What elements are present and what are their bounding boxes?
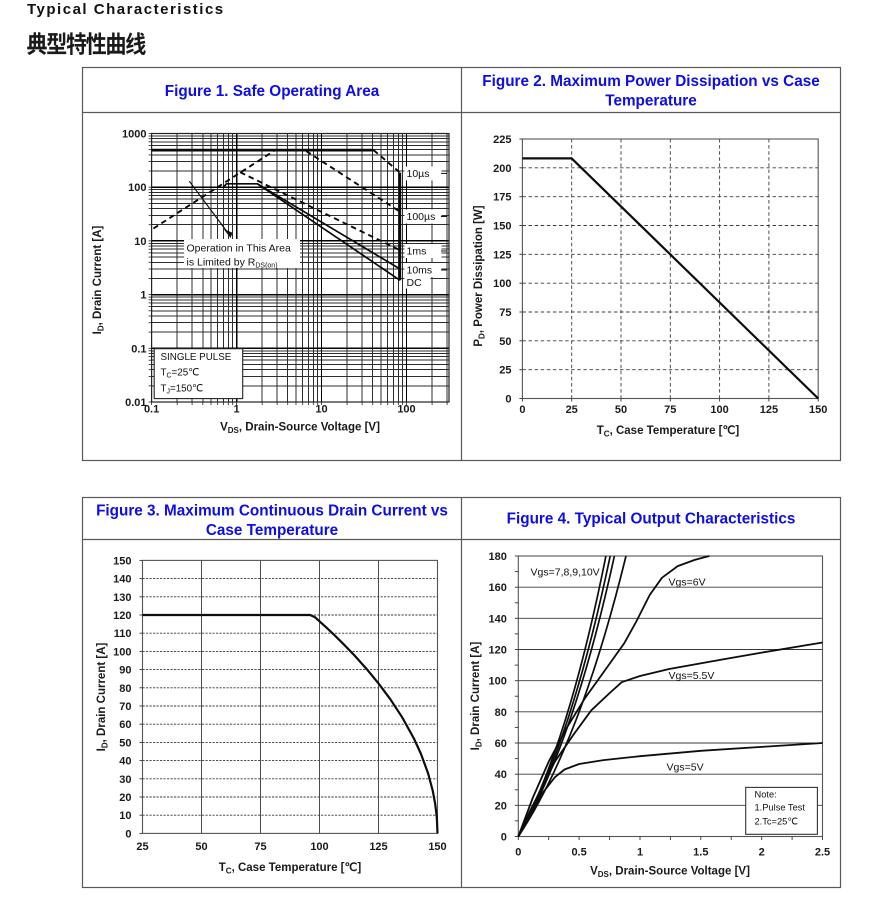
svg-text:Vgs=5V: Vgs=5V <box>667 762 704 774</box>
svg-text:150: 150 <box>113 555 131 567</box>
svg-text:60: 60 <box>495 738 507 750</box>
svg-text:2: 2 <box>759 847 765 859</box>
svg-text:0.5: 0.5 <box>571 847 586 859</box>
svg-text:120: 120 <box>489 645 507 657</box>
svg-text:60: 60 <box>119 719 131 731</box>
svg-text:225: 225 <box>493 134 511 146</box>
svg-text:Temperature: Temperature <box>605 92 697 109</box>
svg-text:50: 50 <box>119 737 131 749</box>
svg-text:10: 10 <box>134 236 146 248</box>
svg-text:100: 100 <box>397 404 415 416</box>
svg-text:2.Tc=25℃: 2.Tc=25℃ <box>755 817 798 827</box>
svg-text:0.1: 0.1 <box>131 343 146 355</box>
svg-text:40: 40 <box>495 769 507 781</box>
svg-text:100: 100 <box>493 278 511 290</box>
svg-text:Figure 2. Maximum Power Dissip: Figure 2. Maximum Power Dissipation vs C… <box>482 73 820 90</box>
svg-text:1000: 1000 <box>122 129 146 141</box>
svg-text:0: 0 <box>515 847 521 859</box>
svg-text:180: 180 <box>489 551 507 563</box>
svg-text:1: 1 <box>234 404 240 416</box>
svg-text:150: 150 <box>428 841 446 853</box>
svg-text:75: 75 <box>499 307 511 319</box>
svg-text:160: 160 <box>489 582 507 594</box>
svg-text:110: 110 <box>114 628 132 640</box>
svg-text:SINGLE PULSE: SINGLE PULSE <box>161 352 232 363</box>
svg-text:90: 90 <box>119 665 131 677</box>
svg-text:140: 140 <box>489 613 507 625</box>
svg-text:30: 30 <box>119 774 131 786</box>
svg-text:100: 100 <box>310 841 328 853</box>
svg-text:TJ=150℃: TJ=150℃ <box>161 384 204 396</box>
svg-text:VDS, Drain-Source Voltage [V]: VDS, Drain-Source Voltage [V] <box>220 422 380 436</box>
svg-text:140: 140 <box>113 574 131 586</box>
svg-text:125: 125 <box>493 249 511 261</box>
svg-text:Typical Characteristics: Typical Characteristics <box>27 1 225 18</box>
svg-text:TC, Case Temperature [℃]: TC, Case Temperature [℃] <box>219 861 362 876</box>
svg-text:10: 10 <box>315 404 327 416</box>
svg-text:Figure 1. Safe Operating Area: Figure 1. Safe Operating Area <box>165 83 380 100</box>
svg-text:50: 50 <box>615 404 627 416</box>
svg-text:100: 100 <box>710 404 728 416</box>
svg-text:130: 130 <box>113 592 131 604</box>
svg-text:125: 125 <box>369 841 387 853</box>
svg-text:0: 0 <box>519 404 525 416</box>
svg-text:10ms: 10ms <box>407 265 433 277</box>
svg-text:ID, Drain Current [A]: ID, Drain Current [A] <box>96 643 110 752</box>
svg-text:25: 25 <box>136 841 148 853</box>
svg-text:0: 0 <box>125 828 131 840</box>
svg-text:80: 80 <box>119 683 131 695</box>
svg-text:is Limited by RDS(on): is Limited by RDS(on) <box>187 257 278 270</box>
svg-text:1.5: 1.5 <box>693 847 708 859</box>
svg-text:10µs: 10µs <box>407 168 430 180</box>
svg-text:100: 100 <box>489 676 507 688</box>
svg-text:1: 1 <box>637 847 643 859</box>
svg-text:0: 0 <box>505 394 511 406</box>
svg-text:100: 100 <box>128 182 146 194</box>
svg-text:DC: DC <box>407 277 423 289</box>
svg-text:150: 150 <box>493 221 511 233</box>
svg-text:50: 50 <box>499 336 511 348</box>
svg-text:Operation in This Area: Operation in This Area <box>187 243 291 255</box>
svg-text:1: 1 <box>140 290 146 302</box>
svg-text:150: 150 <box>809 404 827 416</box>
svg-text:125: 125 <box>760 404 778 416</box>
svg-text:0: 0 <box>501 832 507 844</box>
svg-text:50: 50 <box>195 841 207 853</box>
svg-text:TC, Case Temperature [℃]: TC, Case Temperature [℃] <box>597 424 740 439</box>
svg-text:120: 120 <box>113 610 131 622</box>
svg-text:10: 10 <box>119 810 131 822</box>
svg-text:25: 25 <box>499 365 511 377</box>
svg-text:75: 75 <box>664 404 676 416</box>
svg-text:Note:: Note: <box>755 790 777 800</box>
svg-text:175: 175 <box>493 192 511 204</box>
svg-text:100µs: 100µs <box>407 211 436 223</box>
svg-text:75: 75 <box>254 841 266 853</box>
svg-text:ID, Drain Current [A]: ID, Drain Current [A] <box>470 642 484 751</box>
svg-text:Vgs=6V: Vgs=6V <box>669 577 706 589</box>
svg-text:Vgs=5.5V: Vgs=5.5V <box>669 670 715 682</box>
svg-text:PD, Power Dissipation [W]: PD, Power Dissipation [W] <box>473 205 487 346</box>
svg-text:1ms: 1ms <box>407 246 427 258</box>
svg-text:VDS, Drain-Source Voltage [V]: VDS, Drain-Source Voltage [V] <box>590 866 750 880</box>
svg-text:Figure 4. Typical Output Chara: Figure 4. Typical Output Characteristics <box>507 511 796 528</box>
svg-text:1.Pulse Test: 1.Pulse Test <box>755 803 806 813</box>
svg-text:200: 200 <box>493 163 511 175</box>
svg-text:Vgs=7,8,9,10V: Vgs=7,8,9,10V <box>531 567 600 579</box>
svg-text:70: 70 <box>119 701 131 713</box>
svg-text:2.5: 2.5 <box>815 847 830 859</box>
svg-text:20: 20 <box>119 792 131 804</box>
svg-text:80: 80 <box>495 707 507 719</box>
svg-text:ID, Drain Current [A]: ID, Drain Current [A] <box>92 226 106 335</box>
svg-text:0.1: 0.1 <box>144 404 159 416</box>
svg-text:100: 100 <box>113 646 131 658</box>
svg-text:TC=25℃: TC=25℃ <box>161 368 200 380</box>
svg-text:Case Temperature: Case Temperature <box>206 522 338 539</box>
svg-text:25: 25 <box>566 404 578 416</box>
svg-text:Figure 3. Maximum Continuous D: Figure 3. Maximum Continuous Drain Curre… <box>96 503 448 520</box>
svg-text:40: 40 <box>119 756 131 768</box>
svg-text:20: 20 <box>495 800 507 812</box>
svg-text:0.01: 0.01 <box>125 397 146 409</box>
